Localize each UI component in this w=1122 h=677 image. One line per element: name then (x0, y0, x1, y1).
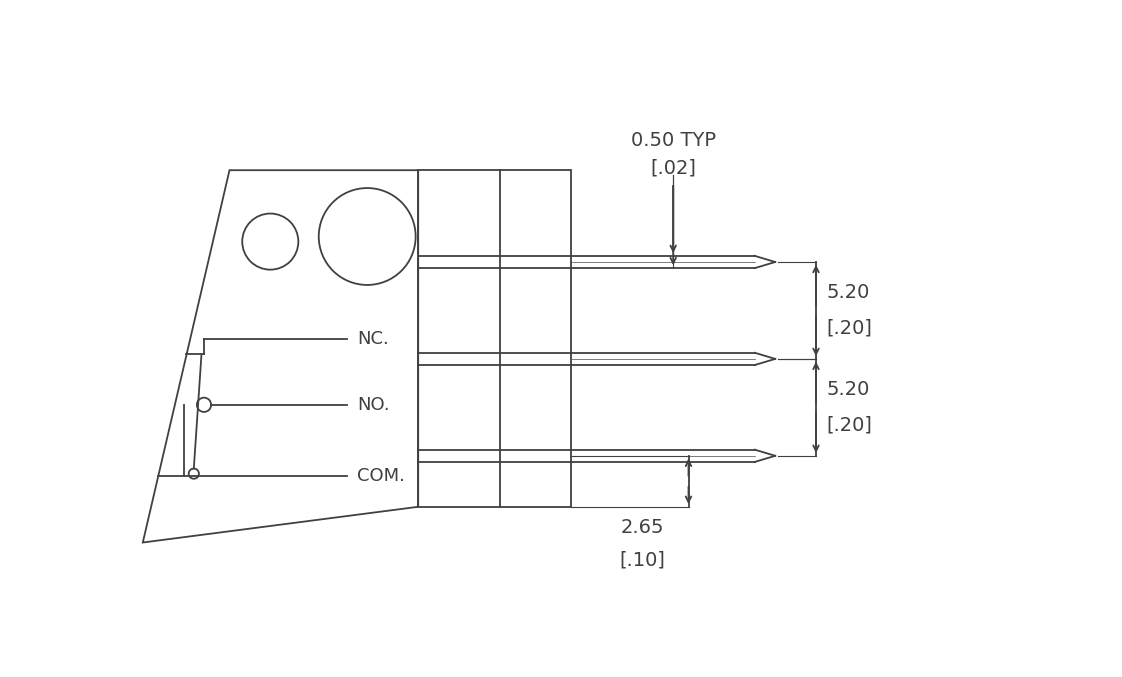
Text: 0.50 TYP: 0.50 TYP (631, 131, 716, 150)
Text: NO.: NO. (357, 396, 389, 414)
Text: 5.20: 5.20 (826, 380, 870, 399)
Text: [.20]: [.20] (826, 319, 872, 338)
Text: 5.20: 5.20 (826, 283, 870, 302)
Text: [.20]: [.20] (826, 416, 872, 435)
Text: [.02]: [.02] (651, 158, 696, 177)
Text: COM.: COM. (357, 467, 405, 485)
Text: NC.: NC. (357, 330, 388, 347)
Text: [.10]: [.10] (619, 551, 665, 570)
Text: 2.65: 2.65 (620, 518, 664, 537)
